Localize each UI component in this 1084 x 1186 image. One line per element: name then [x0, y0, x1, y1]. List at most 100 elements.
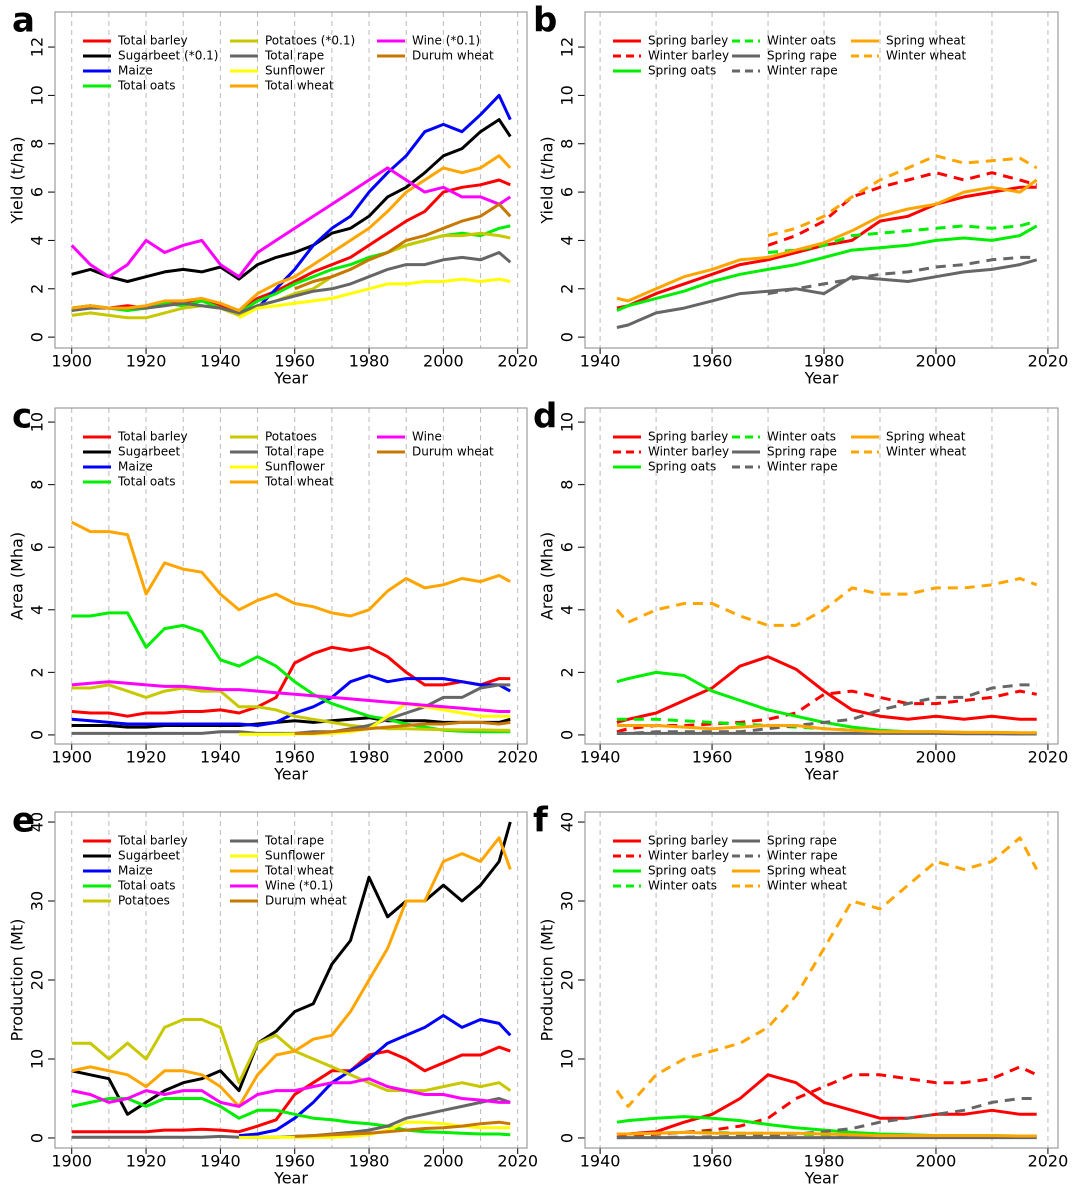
x-tick-label: 1960 [274, 1152, 315, 1171]
x-tick-label: 2020 [1028, 748, 1069, 767]
legend-label: Winter rape [767, 64, 838, 78]
legend-label: Durum wheat [412, 49, 494, 63]
x-tick-label: 1960 [692, 748, 733, 767]
legend-label: Winter oats [648, 879, 717, 893]
x-tick-label: 2000 [423, 748, 464, 767]
x-tick-label: 1940 [200, 352, 241, 371]
panel-letter: c [12, 397, 32, 437]
legend-label: Winter wheat [886, 445, 967, 459]
x-tick-label: 2000 [916, 748, 957, 767]
legend-label: Potatoes [118, 894, 170, 908]
series-line [71, 821, 512, 1116]
y-tick-label: 4 [28, 605, 47, 615]
y-tick-label: 6 [28, 187, 47, 197]
series-line [294, 202, 512, 291]
y-tick-label: 10 [28, 412, 47, 432]
x-axis-label: Year [273, 369, 308, 388]
series-line [71, 178, 511, 312]
legend-label: Total wheat [264, 79, 334, 93]
panel-letter: b [533, 1, 557, 41]
series-line [71, 674, 512, 727]
legend-label: Sunflower [265, 64, 325, 78]
y-tick-label: 30 [558, 891, 577, 911]
panel-letter: d [533, 397, 557, 437]
series-line [71, 251, 512, 315]
y-tick-label: 40 [28, 812, 47, 832]
series-line [71, 680, 511, 713]
series-line [71, 836, 512, 1108]
series-line [71, 1077, 511, 1108]
legend-label: Sunflower [265, 849, 325, 863]
y-tick-label: 0 [558, 1133, 577, 1143]
series-line [71, 231, 511, 320]
series-line [767, 154, 1038, 238]
series-line [71, 224, 511, 315]
series-line [70, 166, 512, 279]
y-axis-label: Area (Mha) [538, 532, 557, 620]
series-line [616, 724, 1037, 735]
x-tick-label: 1960 [274, 352, 315, 371]
y-tick-label: 0 [28, 1133, 47, 1143]
legend-label: Winter wheat [886, 49, 967, 63]
x-tick-label: 1980 [349, 1152, 390, 1171]
series-line [71, 1045, 511, 1134]
y-axis-label: Production (Mt) [538, 919, 557, 1042]
legend-label: Maize [118, 64, 153, 78]
y-tick-label: 6 [558, 187, 577, 197]
legend-label: Spring rape [767, 834, 837, 848]
y-tick-label: 10 [558, 1049, 577, 1069]
series-line [616, 258, 1038, 329]
x-tick-label: 2000 [423, 352, 464, 371]
legend-label: Spring rape [767, 49, 837, 63]
panel-letter: a [12, 1, 35, 41]
series-line [238, 1014, 512, 1138]
x-tick-label: 1980 [349, 352, 390, 371]
legend-label: Winter oats [767, 430, 836, 444]
series-line [238, 277, 511, 320]
legend-label: Winter oats [767, 34, 836, 48]
y-tick-label: 4 [558, 605, 577, 615]
y-tick-label: 6 [28, 542, 47, 552]
legend-label: Sugarbeet [118, 849, 181, 863]
y-axis-label: Production (Mt) [8, 919, 27, 1042]
plot-frame [584, 811, 1059, 1149]
series-line [239, 702, 511, 736]
series-line [71, 683, 511, 732]
series-line [615, 836, 1039, 1108]
x-tick-label: 1940 [200, 748, 241, 767]
legend-label: Total barley [117, 34, 188, 48]
legend-label: Wine [412, 430, 442, 444]
legend-label: Winter rape [767, 460, 838, 474]
legend-label: Potatoes (*0.1) [265, 34, 355, 48]
legend-label: Winter barley [648, 49, 729, 63]
series-line [616, 1097, 1037, 1140]
x-tick-label: 1900 [51, 1152, 92, 1171]
legend-label: Spring barley [648, 834, 728, 848]
legend-label: Total wheat [264, 864, 334, 878]
y-tick-label: 20 [558, 970, 577, 990]
x-tick-label: 1940 [580, 352, 621, 371]
legend-label: Total oats [117, 879, 176, 893]
x-tick-label: 1960 [692, 352, 733, 371]
series-line [616, 185, 1037, 310]
y-tick-label: 12 [28, 37, 47, 57]
x-axis-label: Year [804, 1169, 839, 1186]
x-tick-label: 2020 [1028, 352, 1069, 371]
y-tick-label: 8 [28, 139, 47, 149]
y-axis-label: Area (Mha) [8, 532, 27, 620]
legend-label: Total rape [264, 445, 324, 459]
series-line [616, 178, 1038, 303]
legend-label: Winter barley [648, 849, 729, 863]
legend-label: Maize [118, 864, 153, 878]
legend-label: Sugarbeet (*0.1) [118, 49, 218, 63]
series-line [616, 655, 1037, 724]
legend-label: Spring barley [648, 34, 728, 48]
legend-label: Potatoes [265, 430, 317, 444]
x-tick-label: 1940 [580, 748, 621, 767]
legend-label: Sunflower [265, 460, 325, 474]
x-tick-label: 2000 [423, 1152, 464, 1171]
x-tick-label: 1940 [200, 1152, 241, 1171]
y-tick-label: 12 [558, 37, 577, 57]
x-tick-label: 1920 [126, 1152, 167, 1171]
series-line [71, 118, 512, 283]
